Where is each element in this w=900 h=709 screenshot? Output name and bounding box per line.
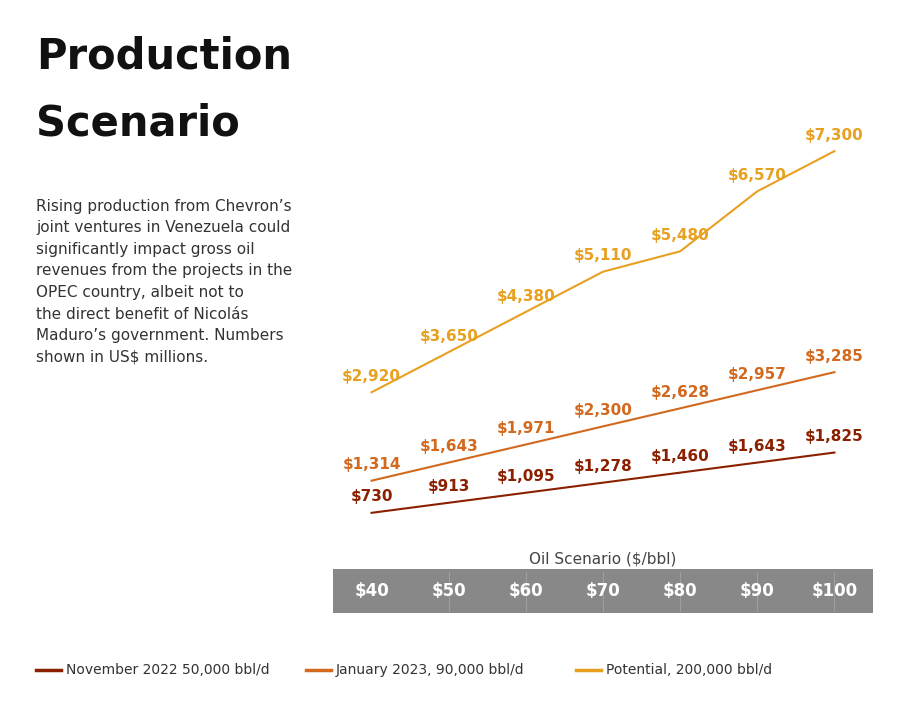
Text: $6,570: $6,570 [728, 168, 787, 183]
Text: Oil Scenario ($/bbl): Oil Scenario ($/bbl) [529, 551, 677, 566]
Text: $40: $40 [355, 582, 389, 601]
Text: $1,314: $1,314 [342, 457, 400, 472]
Text: $80: $80 [662, 582, 698, 601]
Text: $4,380: $4,380 [497, 289, 555, 303]
Text: $913: $913 [428, 479, 470, 494]
Text: $5,110: $5,110 [574, 248, 632, 263]
Text: $50: $50 [431, 582, 466, 601]
Text: Scenario: Scenario [36, 103, 239, 145]
Text: $3,285: $3,285 [805, 349, 864, 364]
Text: Production: Production [36, 35, 292, 77]
Text: Potential, 200,000 bbl/d: Potential, 200,000 bbl/d [606, 663, 772, 677]
Text: $1,825: $1,825 [806, 429, 864, 445]
Text: $2,957: $2,957 [728, 367, 787, 382]
Text: $730: $730 [350, 489, 392, 505]
Text: $1,643: $1,643 [728, 440, 787, 454]
Text: $90: $90 [740, 582, 775, 601]
Text: $1,460: $1,460 [651, 450, 709, 464]
Text: $2,300: $2,300 [573, 403, 633, 418]
Text: November 2022 50,000 bbl/d: November 2022 50,000 bbl/d [66, 663, 269, 677]
Text: Rising production from Chevron’s
joint ventures in Venezuela could
significantly: Rising production from Chevron’s joint v… [36, 199, 292, 364]
Text: $5,480: $5,480 [651, 228, 709, 243]
Text: $3,650: $3,650 [419, 329, 478, 344]
Text: $2,920: $2,920 [342, 369, 401, 384]
Text: $2,628: $2,628 [651, 385, 710, 400]
Text: $1,278: $1,278 [573, 459, 633, 474]
Text: $1,643: $1,643 [419, 440, 478, 454]
Text: $100: $100 [812, 582, 858, 601]
Text: $1,971: $1,971 [497, 421, 555, 436]
Text: $1,095: $1,095 [497, 469, 555, 484]
Text: $70: $70 [586, 582, 620, 601]
Text: $60: $60 [508, 582, 544, 601]
Text: $7,300: $7,300 [806, 128, 864, 143]
Text: January 2023, 90,000 bbl/d: January 2023, 90,000 bbl/d [336, 663, 525, 677]
